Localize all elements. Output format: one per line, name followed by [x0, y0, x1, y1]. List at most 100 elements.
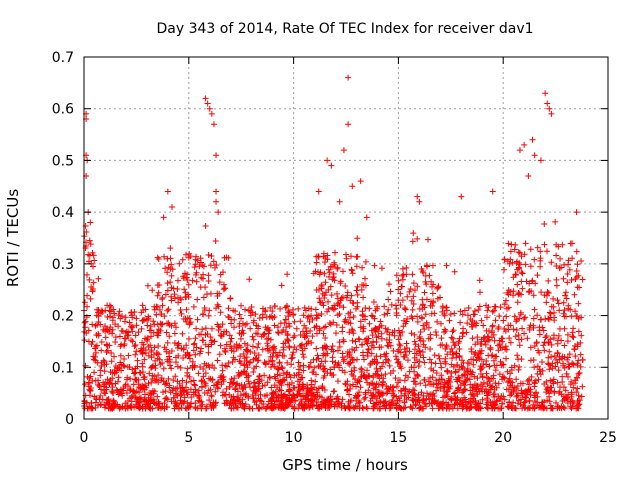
x-axis-label: GPS time / hours	[282, 456, 408, 474]
data-point	[300, 354, 307, 361]
data-point	[109, 405, 116, 412]
data-point	[82, 362, 89, 369]
data-point	[198, 377, 205, 384]
data-point	[308, 392, 315, 399]
data-point	[516, 342, 523, 349]
data-point	[552, 218, 559, 225]
data-point	[159, 302, 166, 309]
data-point	[349, 327, 356, 334]
data-point	[515, 366, 522, 373]
data-point	[358, 366, 365, 373]
data-point	[454, 387, 461, 394]
data-point	[354, 303, 361, 310]
data-point	[300, 385, 307, 392]
data-point	[114, 387, 121, 394]
data-point	[190, 303, 197, 310]
data-point	[513, 393, 520, 400]
y-tick-label: 0	[65, 412, 74, 428]
data-point	[548, 259, 555, 266]
data-point	[278, 382, 285, 389]
data-point	[174, 363, 181, 370]
data-point	[495, 380, 502, 387]
data-point	[270, 349, 277, 356]
data-point	[550, 380, 557, 387]
data-point	[512, 405, 519, 412]
data-point	[214, 381, 221, 388]
data-point	[350, 300, 357, 307]
data-point	[404, 357, 411, 364]
data-point	[437, 385, 444, 392]
data-point	[386, 281, 393, 288]
data-point	[158, 375, 165, 382]
data-point	[442, 355, 449, 362]
data-point	[381, 311, 388, 318]
data-point	[529, 136, 536, 143]
data-point	[160, 365, 167, 372]
data-point	[191, 364, 198, 371]
data-point	[426, 356, 433, 363]
data-point	[499, 344, 506, 351]
data-point	[219, 362, 226, 369]
data-point	[337, 278, 344, 285]
data-point	[166, 382, 173, 389]
data-point	[229, 358, 236, 365]
data-point	[546, 348, 553, 355]
x-tick-label: 15	[389, 430, 407, 446]
data-point	[305, 363, 312, 370]
data-point	[147, 323, 154, 330]
data-point	[443, 389, 450, 396]
data-point	[339, 367, 346, 374]
data-point	[513, 327, 520, 334]
data-point	[364, 349, 371, 356]
data-point	[371, 315, 378, 322]
data-point	[324, 157, 331, 164]
data-point	[191, 264, 198, 271]
data-point	[163, 329, 170, 336]
data-point	[250, 336, 257, 343]
data-point	[184, 315, 191, 322]
data-point	[171, 320, 178, 327]
data-point	[383, 390, 390, 397]
data-point	[156, 306, 163, 313]
data-point	[138, 325, 145, 332]
data-point	[392, 375, 399, 382]
data-point	[417, 352, 424, 359]
data-point	[105, 328, 112, 335]
data-point	[147, 405, 154, 412]
data-point	[423, 262, 430, 269]
data-point	[327, 283, 334, 290]
data-point	[422, 382, 429, 389]
data-point	[447, 396, 454, 403]
data-point	[545, 315, 552, 322]
data-point	[416, 358, 423, 365]
data-point	[82, 318, 89, 325]
data-point	[247, 325, 254, 332]
data-point	[343, 251, 350, 258]
data-point	[346, 360, 353, 367]
data-point	[438, 364, 445, 371]
data-point	[400, 317, 407, 324]
data-point	[244, 342, 251, 349]
data-point	[286, 387, 293, 394]
data-point	[529, 277, 536, 284]
data-point	[427, 346, 434, 353]
data-point	[465, 304, 472, 311]
data-point	[194, 316, 201, 323]
data-point	[267, 353, 274, 360]
data-point	[93, 332, 100, 339]
data-point	[237, 335, 244, 342]
y-tick-label: 0.3	[52, 257, 74, 273]
data-point	[360, 323, 367, 330]
data-point	[108, 350, 115, 357]
data-point	[355, 377, 362, 384]
data-point	[101, 358, 108, 365]
data-point	[366, 320, 373, 327]
data-point	[347, 385, 354, 392]
data-point	[303, 390, 310, 397]
data-point	[313, 253, 320, 260]
data-point	[254, 344, 261, 351]
data-point	[390, 347, 397, 354]
data-point	[399, 272, 406, 279]
data-point	[420, 322, 427, 329]
data-point	[450, 327, 457, 334]
